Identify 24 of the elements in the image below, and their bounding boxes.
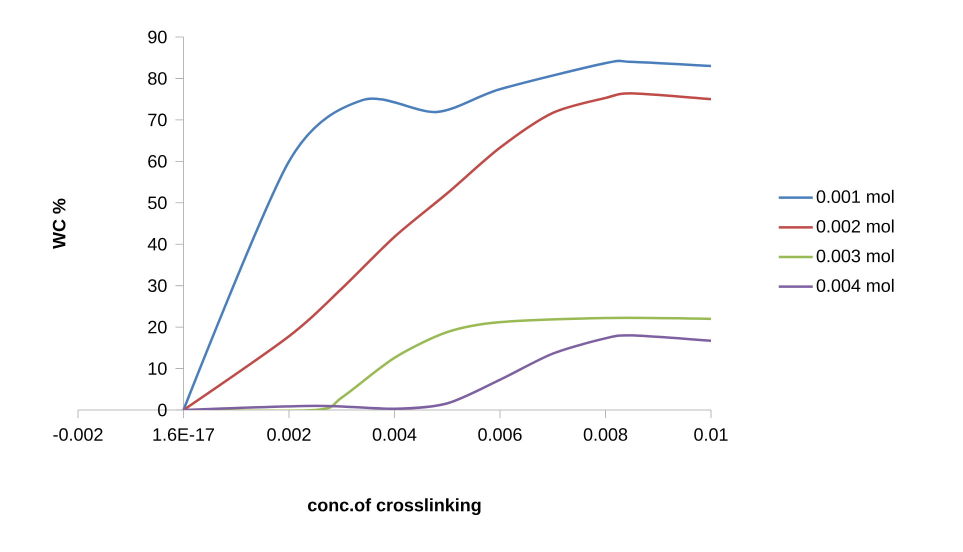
y-tick-label: 80 <box>148 72 167 85</box>
x-tick-label: 0.006 <box>478 428 522 441</box>
x-axis-title: conc.of crosslinking <box>308 498 480 516</box>
x-tick-label: -0.002 <box>53 428 103 441</box>
y-tick-label: 90 <box>148 30 167 44</box>
legend-label: 0.004 mol <box>816 278 894 292</box>
y-tick-label: 70 <box>148 114 167 126</box>
x-tick-label: 0.01 <box>694 428 728 441</box>
y-tick-label: 60 <box>148 154 167 168</box>
y-tick-label: 0 <box>158 404 167 416</box>
y-tick-label: 30 <box>148 279 167 292</box>
y-axis-title: WC % <box>52 198 66 249</box>
legend-label: 0.001 mol <box>816 190 894 203</box>
x-tick-label: 0.004 <box>372 428 416 441</box>
y-tick-label: 20 <box>148 320 167 334</box>
x-tick-label: 0.002 <box>267 428 311 441</box>
legend-label: 0.003 mol <box>816 249 894 262</box>
y-tick-label: 40 <box>148 238 167 251</box>
y-tick-label: 50 <box>148 196 167 210</box>
legend-label: 0.002 mol <box>816 219 894 233</box>
y-tick-label: 10 <box>148 362 167 375</box>
x-tick-label: 1.6E-17 <box>153 428 214 441</box>
line-series <box>182 334 712 410</box>
x-tick-label: 0.008 <box>584 428 628 441</box>
